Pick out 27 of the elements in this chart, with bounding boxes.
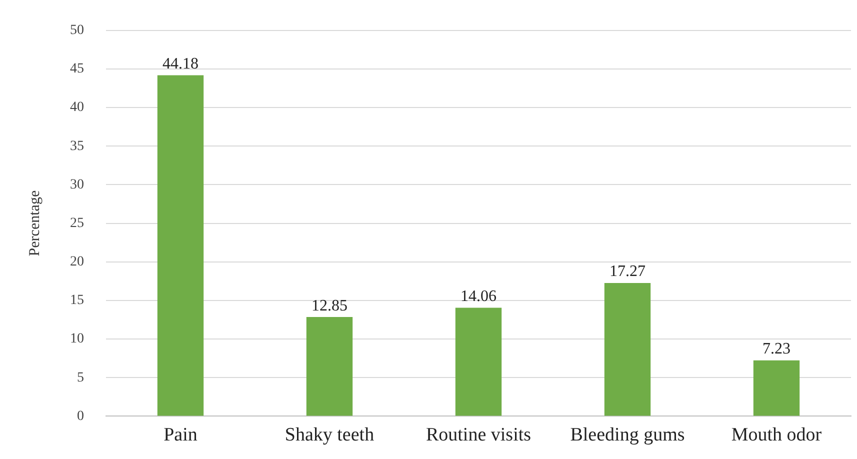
y-tick-label: 20 [70, 254, 84, 270]
y-tick-label: 35 [70, 138, 84, 154]
y-tick-label: 50 [70, 23, 84, 38]
y-tick-label: 10 [70, 332, 84, 347]
bar [753, 360, 800, 416]
x-tick-label: Pain [164, 424, 198, 446]
x-tick-label: Bleeding gums [570, 424, 685, 446]
data-label: 14.06 [460, 288, 496, 305]
data-label: 7.23 [762, 340, 790, 358]
data-label: 44.18 [162, 56, 198, 73]
data-label: 17.27 [610, 263, 646, 280]
y-tick-label: 45 [70, 62, 84, 77]
bar [455, 308, 502, 416]
y-tick-label: 40 [70, 100, 84, 116]
y-tick-label: 30 [70, 177, 84, 192]
bar [604, 282, 651, 416]
x-tick-label: Mouth odor [731, 424, 822, 446]
y-tick-label: 0 [77, 408, 84, 424]
x-tick-label: Shaky teeth [284, 424, 375, 446]
bar [157, 75, 204, 416]
y-tick-label: 25 [70, 216, 84, 231]
x-tick-label: Routine visits [426, 424, 532, 446]
y-tick-label: 15 [70, 293, 84, 308]
y-axis-title: Percentage [26, 190, 43, 256]
bar [306, 317, 353, 416]
y-tick-label: 5 [77, 370, 84, 386]
data-label: 12.85 [312, 297, 348, 314]
